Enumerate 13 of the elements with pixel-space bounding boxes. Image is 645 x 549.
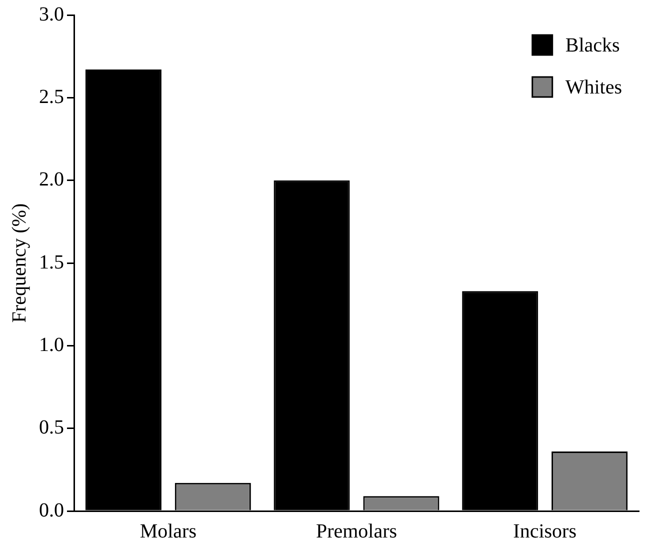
y-tick-label: 1.5 <box>39 251 64 274</box>
x-tick-label: Molars <box>140 520 197 542</box>
legend-label: Blacks <box>565 34 620 56</box>
y-tick-label: 2.5 <box>39 86 64 108</box>
y-tick-label: 0.5 <box>39 416 64 439</box>
legend-label: Whites <box>565 76 622 98</box>
x-tick-label: Premolars <box>316 520 398 542</box>
x-tick-label: Incisors <box>513 520 577 542</box>
y-tick-label: 0.0 <box>39 499 64 522</box>
y-tick-label: 2.0 <box>39 168 64 191</box>
y-tick-label: 1.0 <box>39 334 64 356</box>
y-tick-label: 3.0 <box>39 3 64 26</box>
y-axis-title: Frequency (%) <box>8 203 30 323</box>
